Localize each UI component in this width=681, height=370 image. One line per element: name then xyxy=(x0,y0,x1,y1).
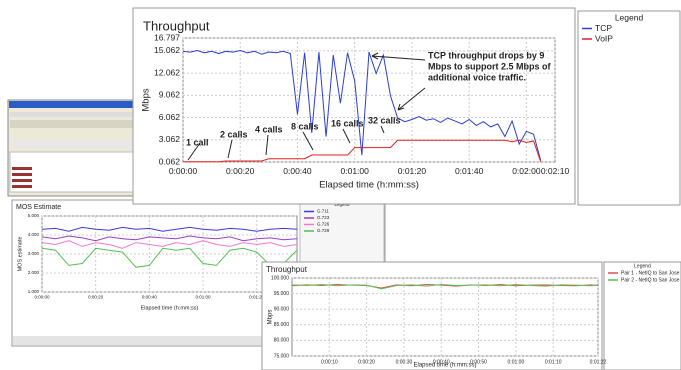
legend-label: Pair 1 - NetIQ to San Jose xyxy=(621,270,680,276)
y-tick-label: 15.062 xyxy=(154,45,180,55)
legend-label: VoIP xyxy=(595,33,613,43)
arrow xyxy=(265,134,269,156)
y-tick-label: 4.000 xyxy=(28,232,40,237)
y-tick-label: 90.000 xyxy=(274,307,290,313)
legend-panel xyxy=(577,10,681,206)
x-tick-label: 0:00:40 xyxy=(283,166,312,176)
y-tick-label: 6.062 xyxy=(159,112,181,122)
toolbar xyxy=(10,120,134,128)
x-tick-label: 0:00:20 xyxy=(226,166,255,176)
y-tick-label: 1.000 xyxy=(28,289,40,294)
y-tick-label: 85.000 xyxy=(274,322,290,328)
y-tick-label: 9.062 xyxy=(159,90,181,100)
arrow xyxy=(371,52,426,111)
x-tick-label: 0:01:20 xyxy=(398,166,427,176)
title-bar xyxy=(9,101,135,108)
chart-title: Throughput xyxy=(143,18,210,33)
annotation: TCP throughput drops by 9 xyxy=(428,50,544,60)
x-tick-label: 0:01:00 xyxy=(196,295,212,300)
x-tick-label: 0:00:30 xyxy=(396,359,413,365)
x-tick-label: 0:01:20 xyxy=(249,295,265,300)
x-axis-label: Elapsed time (h:mm:ss) xyxy=(319,180,419,191)
y-axis-label: MOS estimate xyxy=(17,237,23,272)
legend-label: G.726 xyxy=(317,222,330,227)
legend-label: Pair 2 - NetIQ to San Jose xyxy=(621,277,680,283)
x-tick-label: 0:01:00 xyxy=(508,359,525,365)
y-axis-label: Mbps xyxy=(268,310,274,325)
annotation: additional voice traffic. xyxy=(428,72,526,82)
series-line xyxy=(41,240,298,249)
y-tick-label: 16.797 xyxy=(154,32,180,42)
legend-label: G.711 xyxy=(317,209,329,214)
x-tick-label: 0:02:10 xyxy=(541,166,570,176)
arrow xyxy=(302,131,314,151)
legend-label: G.729 xyxy=(317,228,330,233)
series-line xyxy=(41,247,298,268)
app-window xyxy=(7,99,137,197)
legend-title: Legend xyxy=(634,263,651,269)
arrow xyxy=(342,128,351,144)
series-line xyxy=(183,139,542,163)
series-line xyxy=(41,226,298,232)
series-line xyxy=(41,235,298,242)
main-window: Throughput 0.062 3.062 6.062 9.062 12.062 15.0… xyxy=(132,7,681,206)
annotation: 2 calls xyxy=(220,129,248,139)
x-tick-label: 0:01:22 xyxy=(590,359,607,365)
y-tick-label: 0.062 xyxy=(159,156,181,166)
y-tick-label: 100.000 xyxy=(271,275,289,281)
x-tick-label: 0:02:00 xyxy=(512,166,541,176)
y-axis-label: Mbps xyxy=(141,88,152,111)
menu-bar xyxy=(10,112,134,117)
x-tick-label: 0:00:00 xyxy=(34,295,50,300)
plot-area xyxy=(291,277,599,357)
x-tick-label: 0:01:00 xyxy=(341,166,370,176)
y-tick-label: 12.062 xyxy=(154,67,180,77)
throughput-window: Throughput 75.000 80.000 85.000 90.000 95.000… xyxy=(261,261,681,370)
y-tick-label: 3.000 xyxy=(28,251,40,256)
y-tick-label: 3.062 xyxy=(159,134,181,144)
series-line xyxy=(182,50,542,161)
x-tick-label: 0:01:10 xyxy=(545,359,562,365)
x-tick-label: 0:00:00 xyxy=(169,166,198,176)
legend-label: G.723 xyxy=(317,215,330,220)
annotation: 1 call xyxy=(186,137,209,147)
tabs xyxy=(10,140,134,148)
status-bar xyxy=(13,336,384,345)
annotation: Mbps to support 2.5 Mbps of xyxy=(428,61,551,71)
y-tick-label: 2.000 xyxy=(28,270,40,275)
row xyxy=(12,179,32,182)
annotation: 16 calls xyxy=(331,118,364,128)
annotation: 8 calls xyxy=(291,121,319,131)
row xyxy=(12,185,32,188)
legend-title: Legend xyxy=(615,12,644,22)
arrow xyxy=(187,142,201,161)
annotation: 32 calls xyxy=(368,115,401,125)
legend-title: Legend xyxy=(334,202,350,207)
x-tick-label: 0:00:20 xyxy=(358,359,375,365)
x-axis-label: Elapsed time (h:mm:ss) xyxy=(141,305,199,311)
row xyxy=(12,167,32,170)
annotation: 4 calls xyxy=(255,124,283,134)
x-tick-label: 0:01:40 xyxy=(455,166,484,176)
x-tick-label: 0:00:20 xyxy=(88,295,104,300)
x-tick-label: 0:00:40 xyxy=(142,295,158,300)
series-line xyxy=(291,284,599,290)
y-tick-label: 80.000 xyxy=(274,338,290,344)
y-tick-label: 95.000 xyxy=(274,291,290,297)
legend-label: TCP xyxy=(595,23,612,33)
chart-title: MOS Estimate xyxy=(16,204,61,211)
arrow xyxy=(380,125,385,134)
arrow xyxy=(227,139,233,159)
y-tick-label: 75.000 xyxy=(274,353,290,359)
x-axis-label: Elapsed time (h:mm:ss) xyxy=(413,363,476,369)
chart-title: Throughput xyxy=(266,265,308,274)
y-tick-label: 5.000 xyxy=(28,213,40,218)
x-tick-label: 0:00:10 xyxy=(321,359,338,365)
x-tick-label: 0:00:40 xyxy=(433,359,450,365)
row xyxy=(12,173,32,176)
x-tick-label: 0:00:50 xyxy=(470,359,487,365)
